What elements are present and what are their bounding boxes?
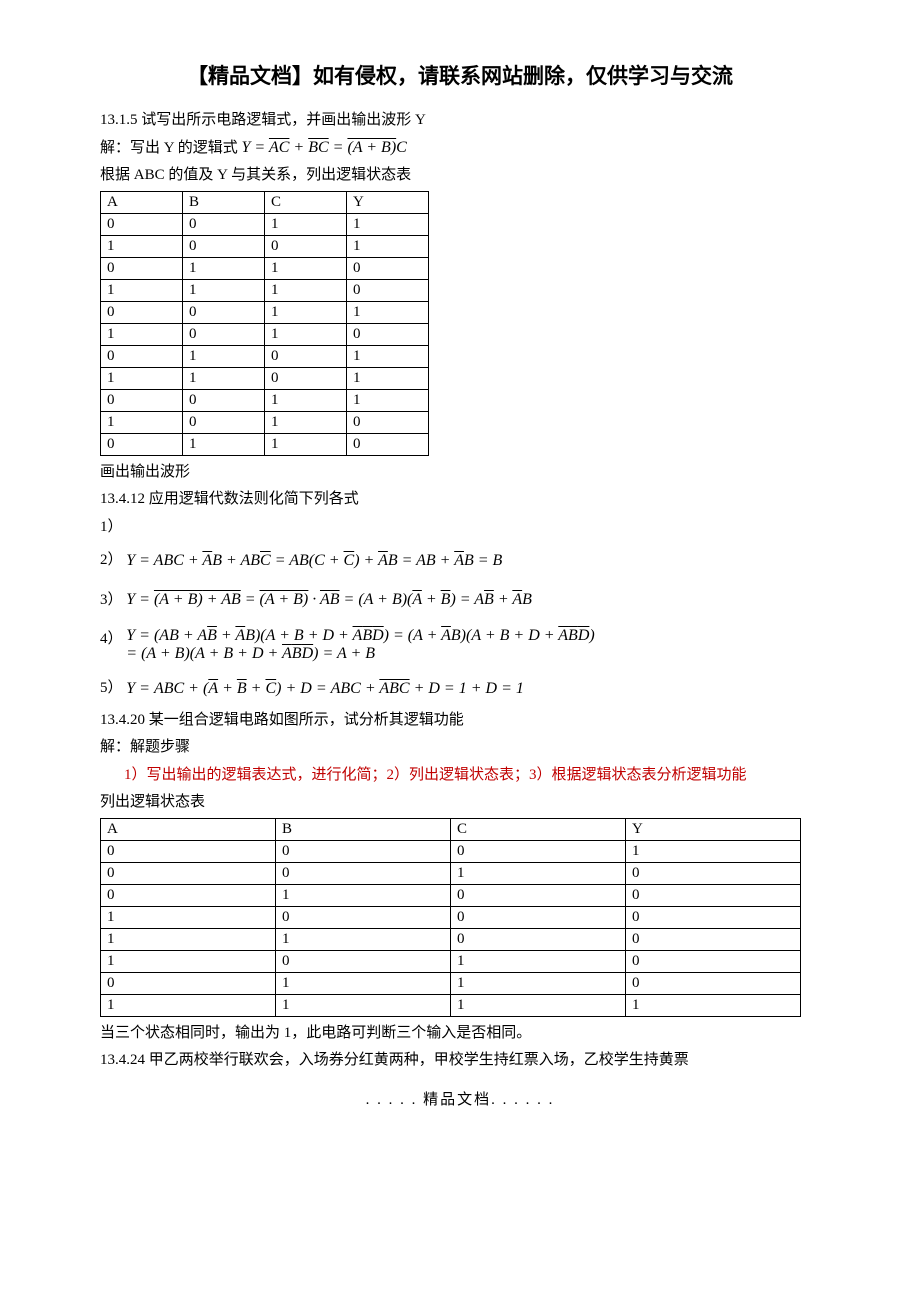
truth-table-2: ABCY 0001 0010 0100 1000 1100 1010 0110 … (100, 818, 801, 1017)
problem-13-4-12: 13.4.12 应用逻辑代数法则化简下列各式 (100, 487, 820, 513)
page-container: 【精品文档】如有侵权，请联系网站删除，仅供学习与交流 13.1.5 试写出所示电… (0, 0, 920, 1149)
solution-steps: 1）写出输出的逻辑表达式，进行化简；2）列出逻辑状态表；3）根据逻辑状态表分析逻… (100, 763, 820, 789)
table-row: ABCY (101, 818, 801, 840)
item-3: 3） Y = (A + B) + AB = (A + B) · AB = (A … (100, 588, 820, 614)
truth-table-1: ABCY 0011 1001 0110 1110 0011 1010 0101 … (100, 191, 429, 456)
table-row: 0011 (101, 301, 429, 323)
truth-table-intro: 根据 ABC 的值及 Y 与其关系，列出逻辑状态表 (100, 163, 820, 189)
table-row: 0110 (101, 433, 429, 455)
table-row: 1111 (101, 994, 801, 1016)
item-5: 5） Y = ABC + (A + B + C) + D = ABC + ABC… (100, 676, 820, 702)
table-row: 1010 (101, 323, 429, 345)
eq1: Y = AC + BC = (A + B)C (242, 139, 407, 157)
problem-13-4-24: 13.4.24 甲乙两校举行联欢会，入场券分红黄两种，甲校学生持红票入场，乙校学… (100, 1048, 820, 1074)
problem-13-1-5: 13.1.5 试写出所示电路逻辑式，并画出输出波形 Y (100, 108, 820, 134)
item-1: 1） (100, 515, 820, 541)
table-row: 0100 (101, 884, 801, 906)
truth-table-2-intro: 列出逻辑状态表 (100, 790, 820, 816)
table-row: 1000 (101, 906, 801, 928)
solution-expr: 解：写出 Y 的逻辑式 Y = AC + BC = (A + B)C (100, 136, 820, 162)
eq4: Y = (AB + AB + AB)(A + B + D + ABD) = (A… (126, 627, 594, 662)
page-title: 【精品文档】如有侵权，请联系网站删除，仅供学习与交流 (100, 60, 820, 90)
solution-steps-label: 解：解题步骤 (100, 735, 820, 761)
table-row: 0110 (101, 257, 429, 279)
table-row: 0110 (101, 972, 801, 994)
draw-waveform: 画出输出波形 (100, 460, 820, 486)
item-4: 4） Y = (AB + AB + AB)(A + B + D + ABD) =… (100, 627, 820, 662)
table-row: 1001 (101, 235, 429, 257)
table-row: 1010 (101, 411, 429, 433)
table-row: 0001 (101, 840, 801, 862)
table-row: ABCY (101, 191, 429, 213)
table-row: 0011 (101, 389, 429, 411)
table-row: 0011 (101, 213, 429, 235)
table-row: 1101 (101, 367, 429, 389)
conclusion-13-4-20: 当三个状态相同时，输出为 1，此电路可判断三个输入是否相同。 (100, 1021, 820, 1047)
solution-prefix: 解：写出 Y 的逻辑式 (100, 140, 238, 156)
table-row: 0101 (101, 345, 429, 367)
eq2: Y = ABC + AB + ABC = AB(C + C) + AB = AB… (126, 552, 502, 570)
table-row: 0010 (101, 862, 801, 884)
eq5: Y = ABC + (A + B + C) + D = ABC + ABC + … (126, 680, 524, 698)
table-row: 1100 (101, 928, 801, 950)
eq3: Y = (A + B) + AB = (A + B) · AB = (A + B… (126, 591, 532, 609)
table-row: 1110 (101, 279, 429, 301)
table-row: 1010 (101, 950, 801, 972)
item-2: 2） Y = ABC + AB + ABC = AB(C + C) + AB =… (100, 548, 820, 574)
problem-13-4-20: 13.4.20 某一组合逻辑电路如图所示，试分析其逻辑功能 (100, 708, 820, 734)
page-footer: . . . . . 精品文档. . . . . . (100, 1088, 820, 1109)
